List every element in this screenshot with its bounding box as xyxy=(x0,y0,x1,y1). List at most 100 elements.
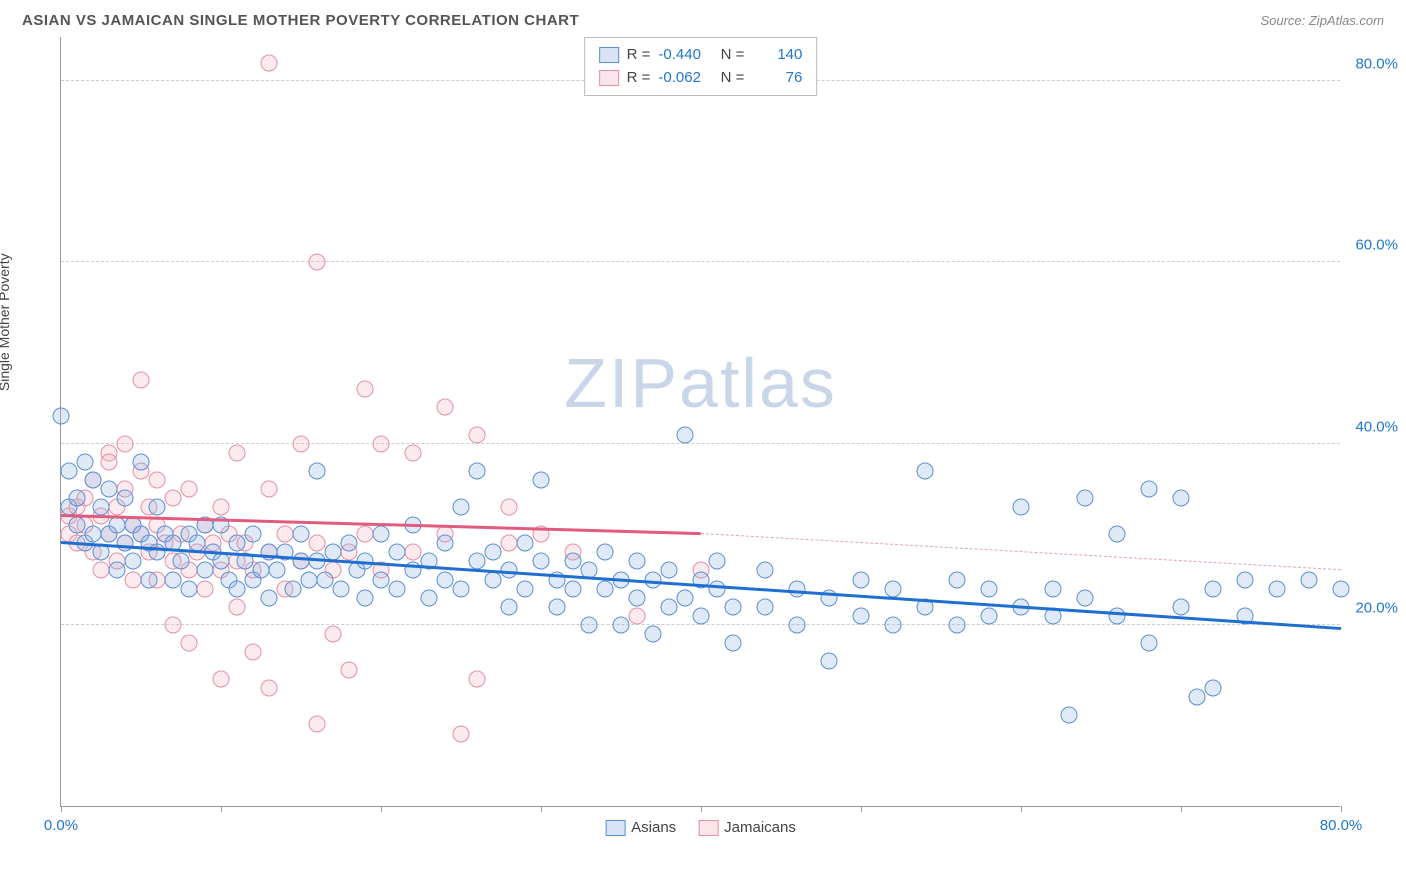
asians-point xyxy=(709,580,726,597)
watermark: ZIPatlas xyxy=(564,343,837,423)
stat-n-value: 140 xyxy=(752,44,802,67)
y-axis-label: Single Mother Poverty xyxy=(0,253,12,391)
asians-point xyxy=(173,553,190,570)
asians-point xyxy=(253,562,270,579)
jamaicans-point xyxy=(261,480,278,497)
asians-point xyxy=(821,653,838,670)
asians-point xyxy=(293,553,310,570)
asians-point xyxy=(1141,480,1158,497)
asians-point xyxy=(533,553,550,570)
jamaicans-point xyxy=(245,644,262,661)
chart-container: Single Mother Poverty ZIPatlas R =-0.440… xyxy=(12,37,1394,867)
jamaicans-point xyxy=(373,435,390,452)
asians-point xyxy=(485,544,502,561)
jamaicans-point xyxy=(469,426,486,443)
y-tick-label: 20.0% xyxy=(1344,599,1398,616)
asians-point xyxy=(293,526,310,543)
jamaicans-point xyxy=(165,490,182,507)
asians-point xyxy=(421,589,438,606)
asians-point xyxy=(269,562,286,579)
asians-point xyxy=(613,616,630,633)
asians-point xyxy=(789,616,806,633)
jamaicans-point xyxy=(125,571,142,588)
asians-point xyxy=(85,471,102,488)
stats-row-jamaicans: R =-0.062 N =76 xyxy=(599,67,803,90)
jamaicans-point xyxy=(93,562,110,579)
asians-point xyxy=(1205,680,1222,697)
source-attribution: Source: ZipAtlas.com xyxy=(1260,13,1384,28)
jamaicans-point xyxy=(117,435,134,452)
asians-point xyxy=(1205,580,1222,597)
x-tick-mark xyxy=(541,806,542,812)
asians-point xyxy=(141,571,158,588)
asians-point xyxy=(693,607,710,624)
asians-point xyxy=(341,535,358,552)
asians-point xyxy=(117,535,134,552)
y-tick-label: 60.0% xyxy=(1344,237,1398,254)
x-tick-mark xyxy=(221,806,222,812)
asians-point xyxy=(645,625,662,642)
asians-point xyxy=(629,553,646,570)
jamaicans-point xyxy=(629,607,646,624)
asians-point xyxy=(469,553,486,570)
asians-point xyxy=(229,580,246,597)
asians-point xyxy=(885,580,902,597)
asians-point xyxy=(373,571,390,588)
jamaicans-point xyxy=(309,535,326,552)
asians-point xyxy=(261,544,278,561)
asians-point xyxy=(1077,490,1094,507)
asians-point xyxy=(1061,707,1078,724)
trend-line xyxy=(701,533,1341,570)
asians-point xyxy=(917,462,934,479)
stat-n-label: N = xyxy=(716,67,744,90)
jamaicans-point xyxy=(325,625,342,642)
asians-point xyxy=(629,589,646,606)
asians-point xyxy=(309,462,326,479)
asians-point xyxy=(109,562,126,579)
asians-point xyxy=(789,580,806,597)
stats-row-asians: R =-0.440 N =140 xyxy=(599,44,803,67)
asians-point xyxy=(117,490,134,507)
x-tick-label: 0.0% xyxy=(44,817,78,834)
asians-point xyxy=(437,535,454,552)
asians-point xyxy=(1269,580,1286,597)
swatch-icon xyxy=(698,820,718,836)
jamaicans-point xyxy=(437,399,454,416)
asians-point xyxy=(565,580,582,597)
asians-point xyxy=(213,553,230,570)
jamaicans-point xyxy=(213,499,230,516)
asians-point xyxy=(1045,580,1062,597)
asians-point xyxy=(565,553,582,570)
asians-point xyxy=(285,580,302,597)
x-tick-mark xyxy=(1021,806,1022,812)
jamaicans-point xyxy=(181,634,198,651)
legend-label: Jamaicans xyxy=(724,819,796,836)
asians-point xyxy=(389,580,406,597)
asians-point xyxy=(197,562,214,579)
stat-n-label: N = xyxy=(716,44,744,67)
gridline xyxy=(61,443,1340,444)
asians-point xyxy=(1237,571,1254,588)
jamaicans-point xyxy=(197,580,214,597)
asians-point xyxy=(437,571,454,588)
asians-point xyxy=(1173,598,1190,615)
asians-point xyxy=(501,598,518,615)
asians-point xyxy=(69,490,86,507)
jamaicans-point xyxy=(261,55,278,72)
jamaicans-point xyxy=(501,535,518,552)
asians-point xyxy=(357,589,374,606)
asians-point xyxy=(597,544,614,561)
asians-point xyxy=(1013,499,1030,516)
asians-point xyxy=(301,571,318,588)
y-tick-label: 80.0% xyxy=(1344,56,1398,73)
jamaicans-point xyxy=(181,480,198,497)
asians-point xyxy=(125,553,142,570)
asians-point xyxy=(1109,526,1126,543)
asians-point xyxy=(949,571,966,588)
asians-point xyxy=(85,526,102,543)
asians-point xyxy=(389,544,406,561)
jamaicans-point xyxy=(357,526,374,543)
jamaicans-point xyxy=(133,372,150,389)
asians-point xyxy=(53,408,70,425)
asians-point xyxy=(109,517,126,534)
